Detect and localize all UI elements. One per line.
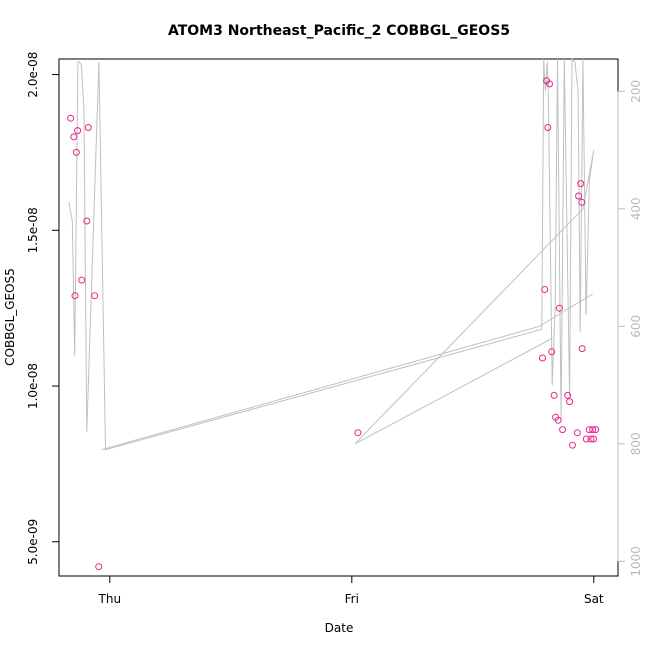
data-point (83, 217, 91, 225)
x-tick-label: Sat (584, 592, 604, 606)
data-point (555, 304, 563, 312)
y-tick-label: 1.5e-08 (26, 207, 40, 253)
data-point (72, 148, 80, 156)
data-point (577, 180, 585, 188)
chart-title: ATOM3 Northeast_Pacific_2 COBBGL_GEOS5 (168, 23, 510, 39)
data-point (566, 398, 574, 406)
x-tick-label: Fri (345, 592, 359, 606)
data-point (70, 133, 78, 141)
series-line-2 (101, 293, 593, 451)
x-axis-label: Date (325, 621, 354, 635)
data-point (582, 435, 590, 443)
data-point (564, 391, 572, 399)
data-point (590, 435, 598, 443)
data-point (71, 292, 79, 300)
y-tick-label: 5.0e-09 (26, 519, 40, 565)
data-point (578, 198, 586, 206)
data-point (575, 192, 583, 200)
data-point (67, 114, 75, 122)
secondary-y-tick-label: 800 (629, 432, 643, 455)
data-point (569, 441, 576, 449)
y-axis: 5.0e-09 1.0e-08 1.5e-08 2.0e-08 (26, 52, 60, 565)
y-axis-label: COBBGL_GEOS5 (3, 268, 17, 366)
series-lines (68, 57, 595, 451)
data-point (78, 276, 86, 284)
data-point (592, 426, 600, 434)
data-point (573, 429, 581, 437)
data-point (74, 127, 82, 135)
data-point (546, 80, 553, 88)
data-point (539, 354, 546, 362)
data-point (95, 563, 103, 571)
series-line-3 (354, 337, 553, 445)
series-points (67, 77, 600, 571)
secondary-y-axis: 200 400 600 800 1000 (617, 80, 643, 577)
data-point (84, 124, 92, 131)
data-point (578, 345, 586, 353)
y-tick-label: 2.0e-08 (26, 52, 40, 98)
data-point (541, 286, 549, 293)
x-tick-label: Thu (98, 592, 122, 606)
data-point (91, 292, 99, 300)
data-point (354, 429, 362, 437)
data-point (550, 391, 558, 399)
secondary-y-tick-label: 1000 (629, 546, 643, 577)
secondary-y-tick-label: 400 (629, 197, 643, 220)
data-point (554, 416, 562, 424)
data-point (544, 124, 552, 131)
data-point (587, 435, 595, 443)
secondary-y-tick-label: 200 (629, 80, 643, 103)
x-axis: Thu Fri Sat (98, 575, 604, 606)
y-tick-label: 1.0e-08 (26, 363, 40, 409)
data-point (589, 426, 597, 434)
data-point (559, 426, 567, 434)
data-point (548, 348, 556, 356)
secondary-y-tick-label: 600 (629, 315, 643, 338)
series-line-1 (68, 57, 595, 451)
